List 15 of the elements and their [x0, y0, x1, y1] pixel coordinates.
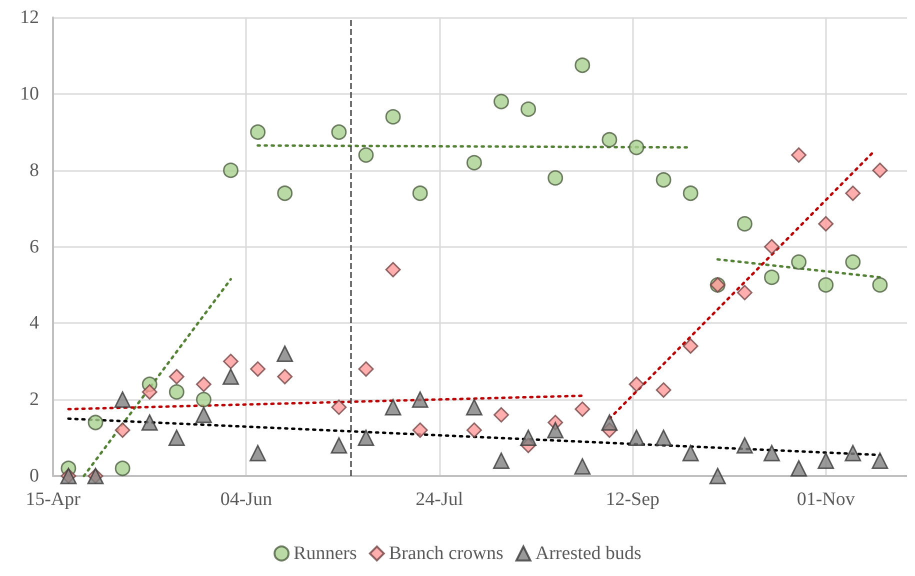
- y-tick-label: 4: [30, 312, 40, 334]
- y-tick-label: 8: [30, 160, 39, 181]
- x-tick-label: 15-Apr: [26, 489, 82, 510]
- x-tick-label: 04-Jun: [220, 489, 273, 510]
- y-tick-label: 2: [30, 389, 39, 410]
- y-tick-label: 12: [20, 7, 39, 28]
- legend-label: Runners: [294, 543, 357, 564]
- legend-label: Branch crowns: [388, 543, 504, 564]
- y-tick-label: 10: [20, 83, 39, 104]
- y-tick-label: 6: [30, 236, 39, 258]
- y-tick-label: 0: [30, 466, 39, 486]
- legend-label: Arrested buds: [535, 543, 642, 564]
- x-tick-label: 12-Sep: [606, 489, 660, 510]
- x-tick-label: 01-Nov: [796, 489, 856, 510]
- x-tick-label: 24-Jul: [416, 489, 464, 510]
